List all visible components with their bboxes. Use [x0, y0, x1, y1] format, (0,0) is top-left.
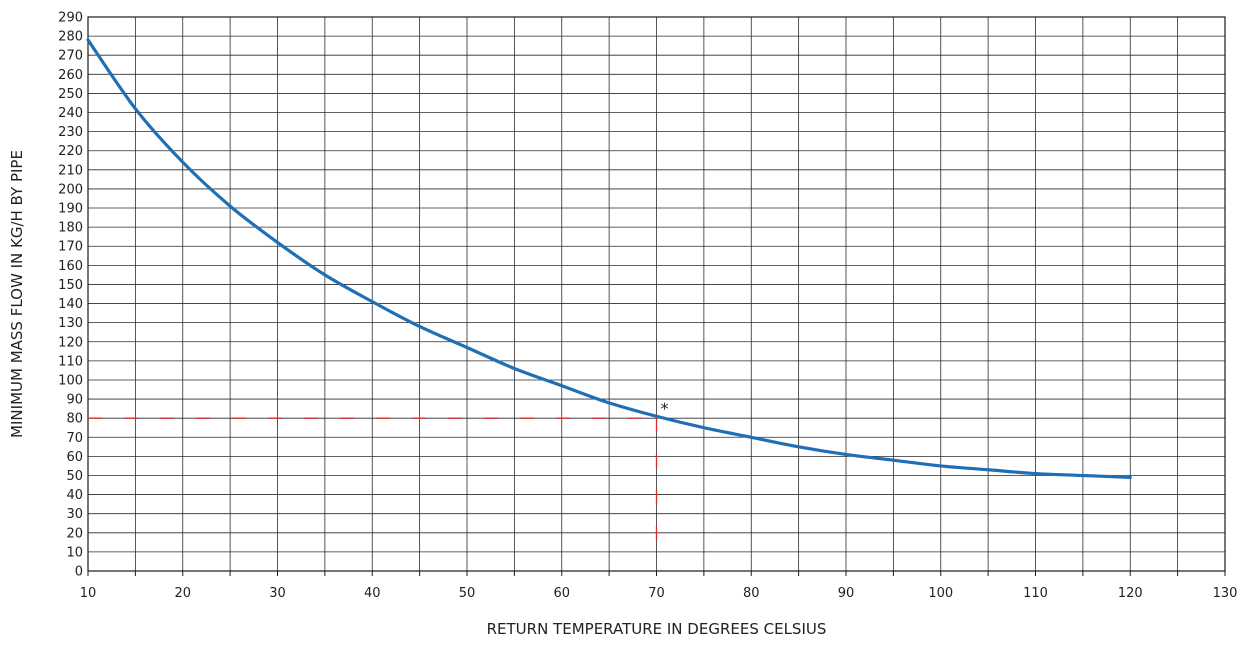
y-tick-label: 230	[58, 125, 83, 140]
y-tick-label: 70	[66, 431, 83, 446]
annotation-marker: *	[661, 399, 669, 418]
annotation-layer: *	[88, 399, 669, 552]
x-tick-label: 40	[364, 586, 381, 601]
x-tick-label: 120	[1118, 586, 1143, 601]
x-tick-label: 20	[174, 586, 191, 601]
x-tick-label: 110	[1023, 586, 1048, 601]
y-tick-label: 250	[58, 87, 83, 102]
y-tick-label: 40	[66, 488, 83, 503]
series-line	[86, 38, 1132, 479]
x-tick-label: 60	[553, 586, 570, 601]
y-tick-label: 30	[66, 507, 83, 522]
y-tick-label: 110	[58, 354, 83, 369]
y-tick-label: 50	[66, 469, 83, 484]
y-tick-label: 200	[58, 182, 83, 197]
y-tick-label: 80	[66, 412, 83, 427]
y-tick-label: 240	[58, 106, 83, 121]
x-tick-label: 30	[269, 586, 286, 601]
labels: RETURN TEMPERATURE IN DEGREES CELSIUS MI…	[8, 150, 826, 638]
data-layer	[86, 38, 1132, 479]
x-tick-label: 10	[80, 586, 97, 601]
y-tick-label: 150	[58, 278, 83, 293]
y-tick-label: 10	[66, 545, 83, 560]
y-tick-label: 290	[58, 11, 83, 26]
x-tick-label: 90	[838, 586, 855, 601]
y-tick-label: 130	[58, 316, 83, 331]
y-tick-label: 0	[75, 565, 83, 580]
grid	[87, 16, 1226, 572]
axes: 10 20 30 40 50 60 70 80 90 100 110 120 130 0 10 20 30 40 5…	[58, 11, 1237, 602]
y-tick-label: 180	[58, 221, 83, 236]
y-tick-label: 20	[66, 526, 83, 541]
x-tick-label: 100	[928, 586, 953, 601]
y-tick-label: 160	[58, 259, 83, 274]
y-tick-label: 280	[58, 30, 83, 45]
x-tick-label: 130	[1213, 586, 1238, 601]
y-tick-label: 90	[66, 393, 83, 408]
y-tick-label: 190	[58, 202, 83, 217]
y-tick-label: 120	[58, 335, 83, 350]
y-tick-label: 170	[58, 240, 83, 255]
x-tick-label: 50	[459, 586, 476, 601]
y-tick-label: 260	[58, 68, 83, 83]
y-tick-label: 270	[58, 49, 83, 64]
y-axis-title: MINIMUM MASS FLOW IN KG/H BY PIPE	[8, 150, 26, 438]
y-tick-label: 140	[58, 297, 83, 312]
x-tick-label: 80	[743, 586, 760, 601]
y-tick-label: 60	[66, 450, 83, 465]
x-axis-title: RETURN TEMPERATURE IN DEGREES CELSIUS	[487, 620, 827, 638]
y-tick-label: 220	[58, 144, 83, 159]
x-tick-label: 70	[648, 586, 665, 601]
y-tick-label: 100	[58, 373, 83, 388]
y-tick-label: 210	[58, 163, 83, 178]
